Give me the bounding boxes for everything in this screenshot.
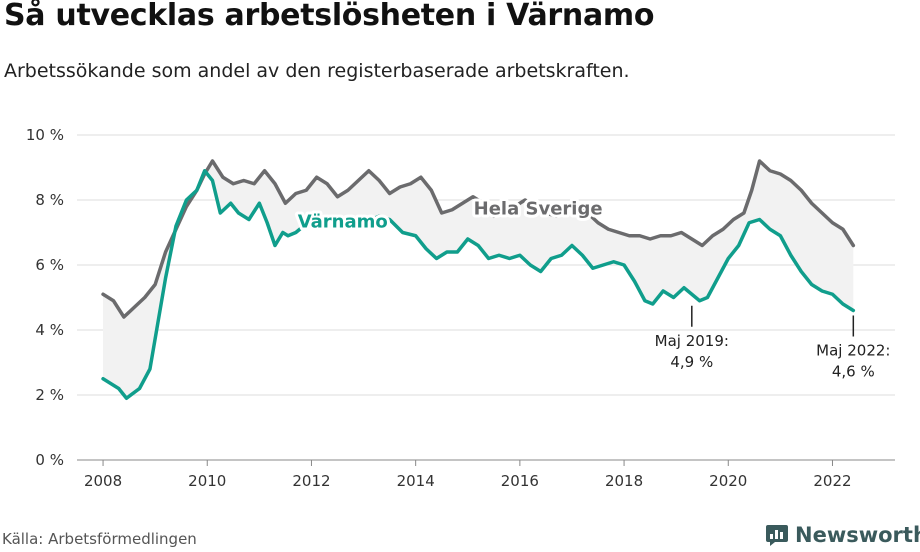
x-tick-label: 2016 — [501, 472, 539, 490]
chart-title: Så utvecklas arbetslösheten i Värnamo — [4, 0, 655, 33]
y-tick-label: 0 % — [35, 451, 64, 469]
annotation-value: 4,6 % — [832, 363, 875, 381]
x-tick-label: 2008 — [84, 472, 122, 490]
x-tick-label: 2022 — [813, 472, 851, 490]
y-tick-label: 10 % — [26, 126, 64, 144]
annotation-value: 4,9 % — [670, 353, 713, 371]
y-tick-label: 6 % — [35, 256, 64, 274]
difference-band — [103, 161, 854, 399]
series-line-sverige — [101, 159, 856, 319]
series-line-varnamo — [101, 169, 856, 400]
x-tick-label: 2014 — [397, 472, 435, 490]
annotation-date: Maj 2019: — [655, 332, 729, 350]
brand-name: Newsworthy — [795, 523, 920, 547]
chart-subtitle: Arbetssökande som andel av den registerb… — [4, 60, 630, 82]
annotation-date: Maj 2022: — [816, 342, 890, 360]
x-tick-label: 2012 — [292, 472, 330, 490]
series-label-varnamo: Värnamo — [298, 212, 388, 233]
x-tick-label: 2010 — [188, 472, 226, 490]
brand-logo[interactable]: Newsworthy — [765, 520, 920, 550]
x-tick-label: 2020 — [709, 472, 747, 490]
newsworthy-icon — [766, 525, 788, 546]
y-tick-label: 4 % — [35, 321, 64, 339]
series-label-sverige: Hela Sverige — [474, 199, 603, 220]
y-tick-label: 2 % — [35, 386, 64, 404]
y-tick-label: 8 % — [35, 191, 64, 209]
source-note: Källa: Arbetsförmedlingen — [2, 530, 197, 548]
x-tick-label: 2018 — [605, 472, 643, 490]
